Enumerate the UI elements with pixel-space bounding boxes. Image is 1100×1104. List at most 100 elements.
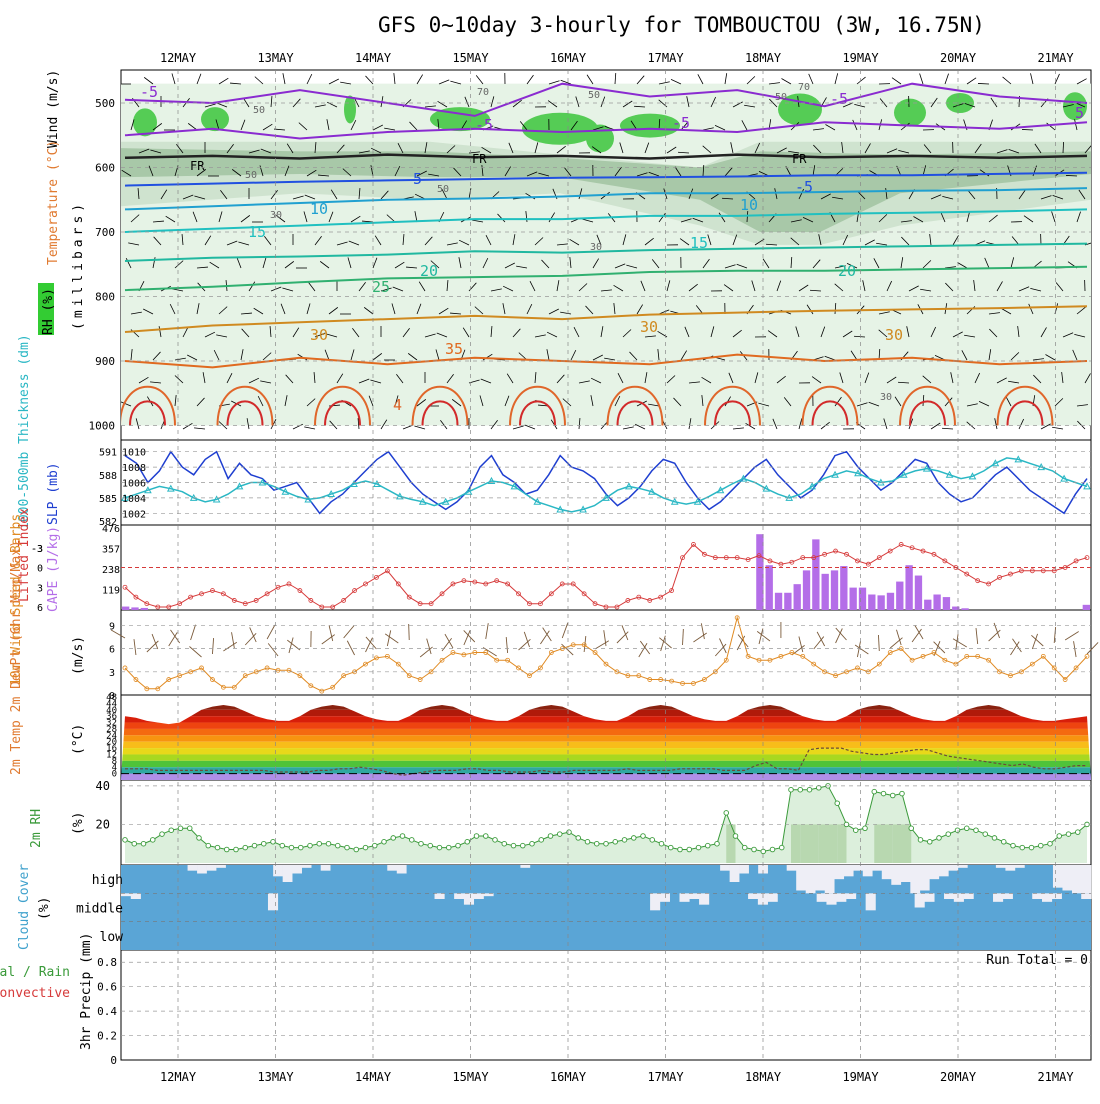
- cloud-middle-bar: [474, 893, 484, 899]
- rh-wet-block: [726, 824, 735, 863]
- rh-point: [261, 841, 266, 846]
- cloud-middle-bar: [464, 893, 474, 904]
- cloud-high-bar: [1015, 865, 1025, 868]
- temperature-contour-label: 30: [310, 326, 328, 344]
- rh-point: [927, 839, 932, 844]
- precip-total-label: Total / Rain: [0, 965, 70, 980]
- rh-point: [197, 836, 202, 841]
- cloud-band-label: high: [92, 873, 123, 888]
- date-label-top: 12MAY: [160, 51, 197, 65]
- pressure-tick-label: 600: [95, 162, 115, 175]
- rh-point: [456, 843, 461, 848]
- rh-point: [622, 838, 627, 843]
- cloud-high-bar: [891, 865, 901, 885]
- precip-tick-label: 0.2: [97, 1030, 117, 1043]
- wind10m-units-label: (m/s): [71, 636, 86, 675]
- rh-high-blob: [201, 107, 229, 131]
- temperature-band: [121, 748, 1091, 754]
- cloud-high-bar: [872, 865, 882, 871]
- rh-wet-block: [874, 824, 883, 863]
- pressure-tick-label: 800: [95, 291, 115, 304]
- rh-contour-label: 30: [880, 392, 892, 403]
- freezing-level-label: FR: [190, 159, 205, 173]
- rh-point: [659, 841, 664, 846]
- rh-point: [215, 845, 220, 850]
- cloud-high-bar: [939, 865, 949, 876]
- rh-wet-block: [819, 824, 828, 863]
- rh-point: [835, 801, 840, 806]
- date-label-bottom: 13MAY: [257, 1070, 294, 1084]
- date-label-top: 15MAY: [452, 51, 489, 65]
- rh-point: [992, 836, 997, 841]
- rh-point: [474, 834, 479, 839]
- rh-point: [974, 828, 979, 833]
- rh-point: [890, 793, 895, 798]
- panel-wind10m: [121, 610, 1091, 695]
- temperature-band: [121, 723, 1091, 729]
- cloud-high-bar: [216, 865, 226, 868]
- cloud-middle-bar: [768, 893, 778, 902]
- rh-point: [900, 791, 905, 796]
- cloud-middle-bar: [944, 893, 954, 899]
- rh-point: [363, 845, 368, 850]
- cape-bar: [775, 593, 782, 610]
- cloud-middle-bar: [454, 893, 464, 899]
- rh-point: [687, 847, 692, 852]
- rh-point: [298, 845, 303, 850]
- date-label-top: 20MAY: [940, 51, 977, 65]
- cloud-base: [121, 865, 1091, 950]
- rh-point: [1038, 843, 1043, 848]
- rh-contour-label: 50: [253, 105, 265, 116]
- cloud-axis-label: Cloud Cover: [17, 864, 32, 950]
- cloud-high-bar: [958, 865, 968, 868]
- rh-point: [604, 841, 609, 846]
- rh-wet-block: [837, 824, 846, 863]
- cloud-middle-bar: [1003, 893, 1013, 899]
- rh-point: [789, 787, 794, 792]
- date-label-top: 18MAY: [745, 51, 782, 65]
- cloud-band-label: low: [100, 930, 124, 945]
- date-label-bottom: 19MAY: [842, 1070, 879, 1084]
- temperature-contour-label: 20: [420, 262, 438, 280]
- cape-bar: [887, 593, 894, 610]
- temperature-contour-label: -5: [672, 114, 690, 132]
- cloud-high-bar: [197, 865, 207, 874]
- cape-bar: [961, 608, 968, 610]
- thickness-tick-label: 585: [99, 494, 117, 505]
- rh-point: [400, 834, 405, 839]
- cloud-high-bar: [929, 865, 939, 879]
- date-label-top: 13MAY: [257, 51, 294, 65]
- cloud-middle-bar: [866, 893, 876, 910]
- rh2m-units-label: (%): [71, 812, 86, 835]
- rh-point: [715, 841, 720, 846]
- chart-title: GFS 0~10day 3-hourly for TOMBOUCTOU (3W,…: [378, 13, 985, 37]
- slp-tick-label: 1004: [122, 494, 146, 505]
- cloud-middle-bar: [826, 893, 836, 904]
- rh-point: [1085, 822, 1090, 827]
- rh-point: [548, 834, 553, 839]
- rh-point: [169, 828, 174, 833]
- rh-axis-label: RH (%): [41, 288, 56, 335]
- rh-point: [271, 839, 276, 844]
- pressure-tick-label: 900: [95, 355, 115, 368]
- rh-point: [613, 839, 618, 844]
- wind-tick-label: 3: [109, 668, 115, 679]
- cape-axis-label: CAPE (J/kg): [46, 526, 61, 612]
- rh-point: [641, 834, 646, 839]
- rh-point: [1001, 839, 1006, 844]
- temperature-contour-label: 4: [393, 396, 402, 414]
- temperature-contour-label: 10: [740, 196, 758, 214]
- rh-point: [446, 845, 451, 850]
- wind-tick-label: 6: [109, 645, 115, 656]
- date-label-top: 14MAY: [355, 51, 392, 65]
- slp-tick-label: 1008: [122, 463, 146, 474]
- rh-contour-label: 30: [270, 210, 282, 221]
- rh-contour-label: 50: [245, 170, 257, 181]
- date-label-bottom: 21MAY: [1037, 1070, 1074, 1084]
- precip-tick-label: 0.6: [97, 981, 117, 994]
- rh-high-blob: [586, 124, 614, 152]
- rh-point: [678, 847, 683, 852]
- rh-tick-label: 20: [96, 817, 110, 831]
- panel-precip: [121, 950, 1091, 1060]
- cape-bar: [122, 607, 129, 610]
